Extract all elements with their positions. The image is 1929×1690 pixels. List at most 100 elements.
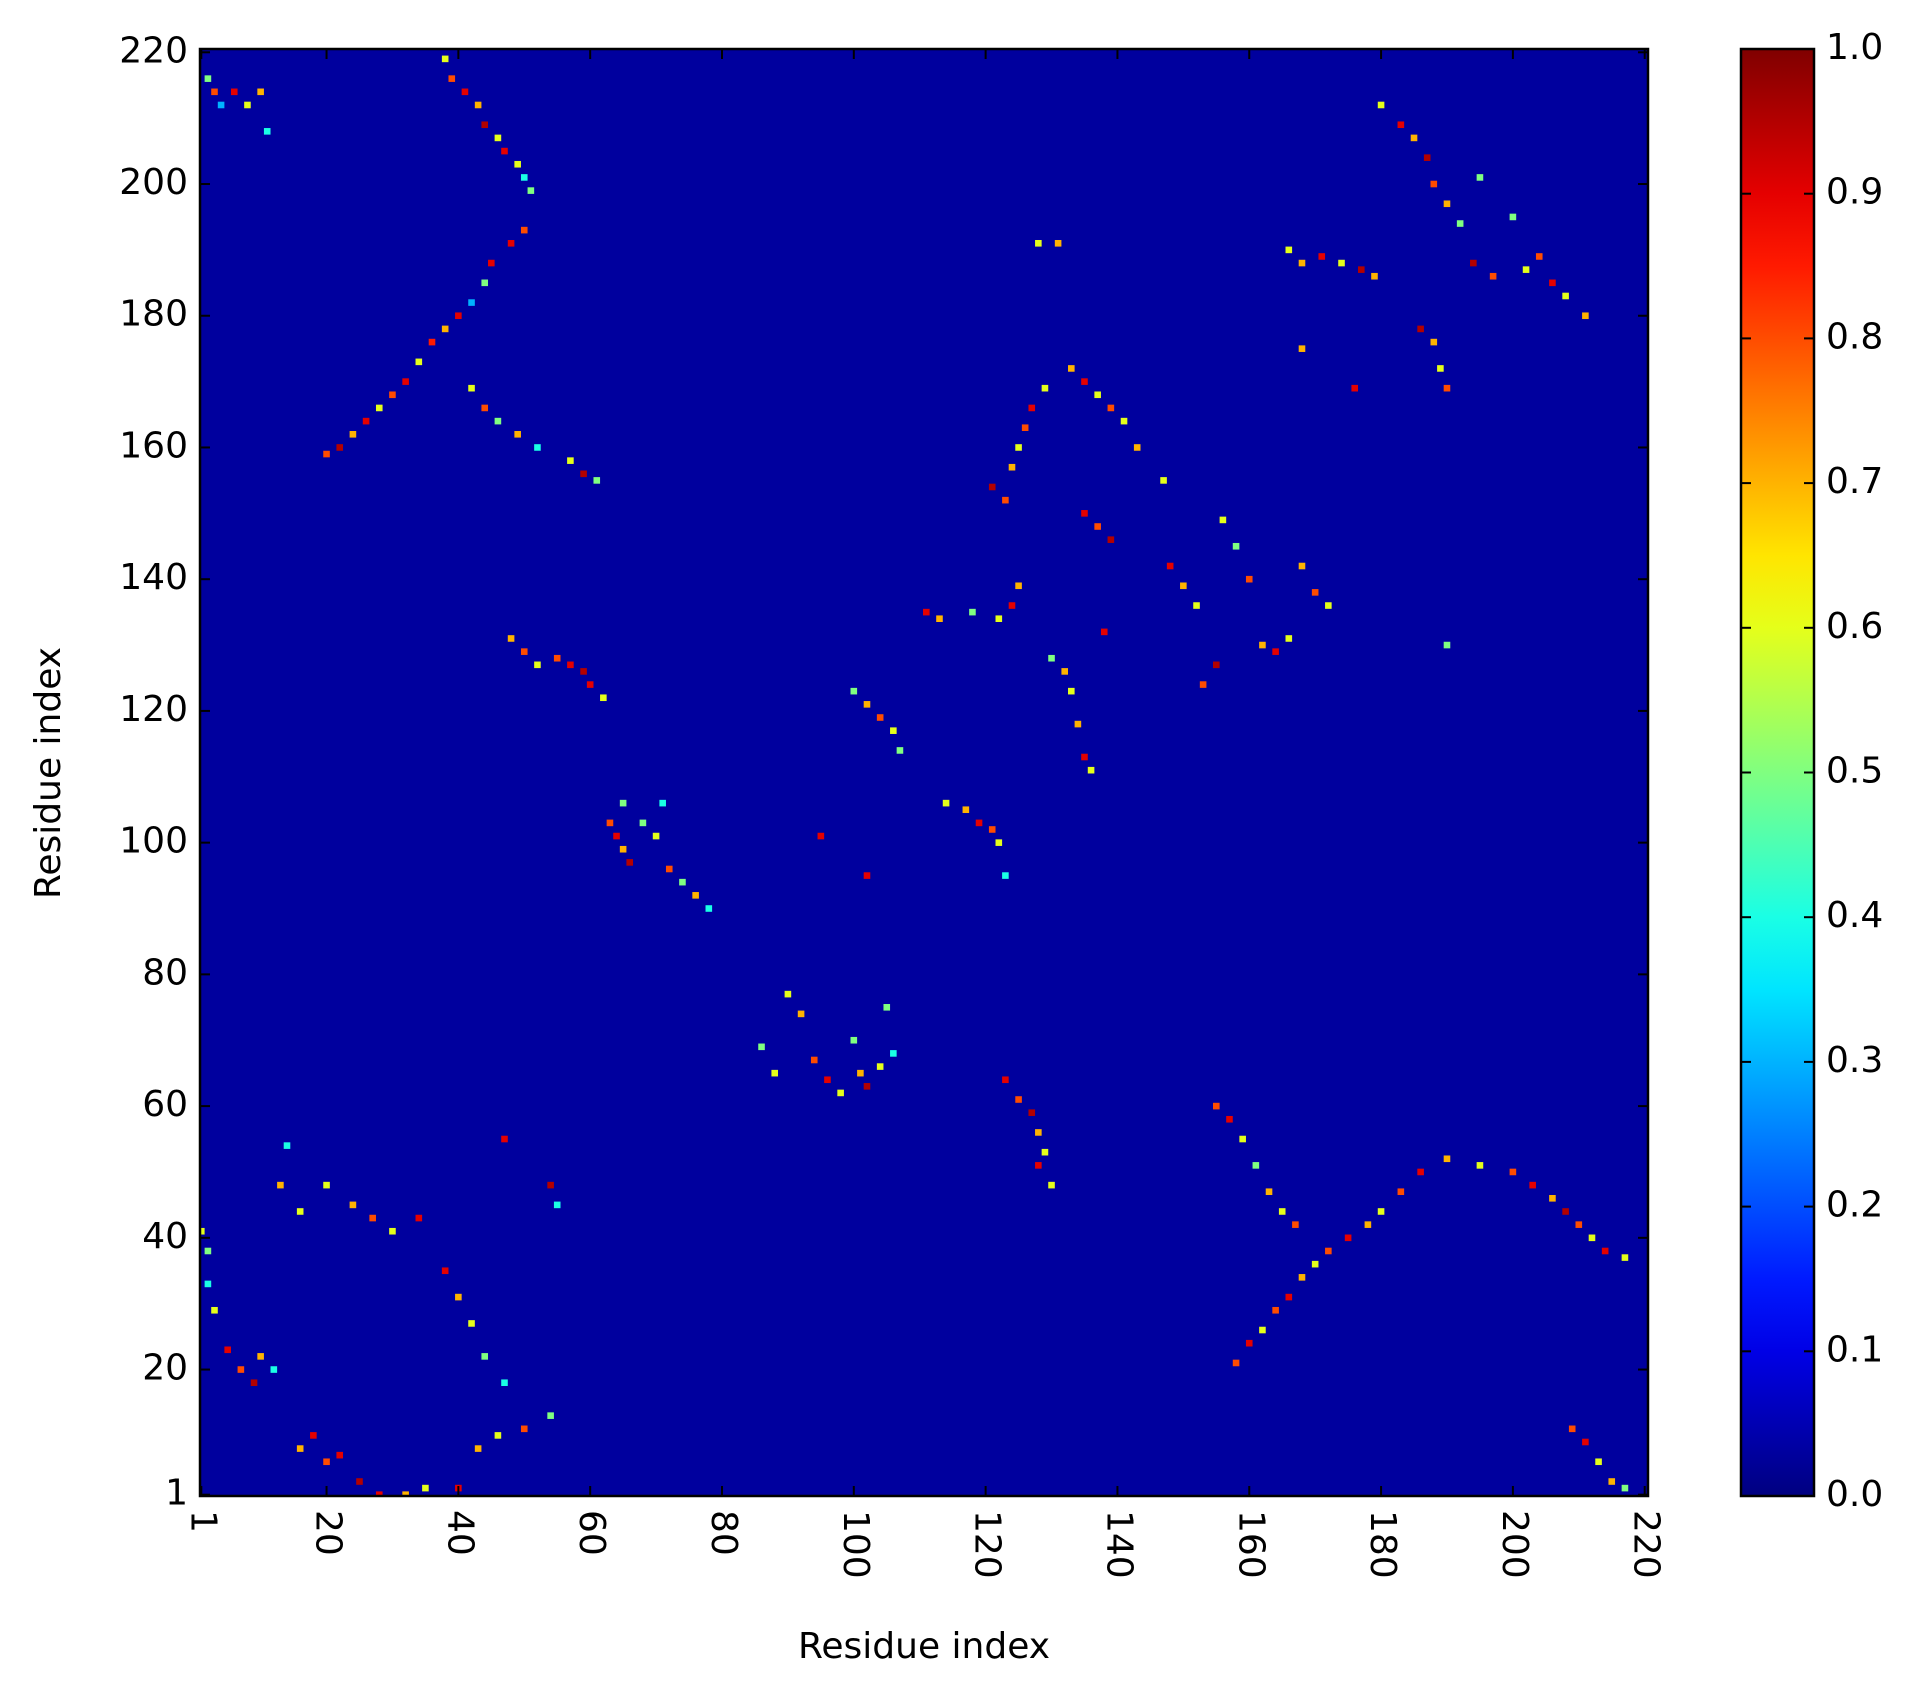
background-cells (200, 49, 1648, 1496)
cell (1298, 345, 1306, 352)
cell (890, 1050, 897, 1057)
cell (1410, 134, 1418, 142)
cell (1213, 1102, 1220, 1110)
cell (1621, 1484, 1629, 1492)
cell (461, 88, 469, 96)
cell (1120, 417, 1128, 425)
cell (1535, 253, 1543, 260)
cell (1245, 1339, 1253, 1347)
cell (494, 1432, 502, 1439)
cell (580, 470, 587, 478)
cell (1087, 766, 1095, 774)
cell (1094, 523, 1101, 530)
cell (481, 121, 489, 129)
cell (1035, 1129, 1042, 1136)
x-tick-label: 60 (571, 1510, 612, 1556)
cell (1015, 1096, 1022, 1103)
cell (1417, 1168, 1424, 1176)
cell (1028, 404, 1036, 412)
cell (217, 101, 225, 109)
cell (362, 417, 370, 425)
cell (1443, 1155, 1451, 1163)
y-tick-label: 120 (119, 689, 188, 730)
x-tick-label: 140 (1098, 1510, 1139, 1579)
cell (1081, 510, 1088, 517)
x-tick-label: 220 (1626, 1510, 1667, 1579)
cell (553, 654, 561, 662)
cell (1041, 384, 1049, 392)
cell (665, 865, 673, 873)
cell (1213, 661, 1220, 669)
cell (679, 878, 686, 886)
cell (1430, 180, 1438, 188)
cell (1068, 365, 1075, 372)
cell (224, 1346, 231, 1354)
cell (1588, 1234, 1596, 1242)
cell (797, 1010, 805, 1018)
cell (1456, 220, 1464, 227)
cell (283, 1142, 291, 1149)
cell (1311, 589, 1319, 596)
cell (639, 819, 647, 827)
colorbar (1739, 47, 1816, 1498)
cell (1259, 641, 1266, 649)
cell (296, 1208, 304, 1215)
cell (969, 608, 976, 616)
cell (1232, 1359, 1240, 1367)
cell (1595, 1458, 1602, 1466)
cell (263, 128, 271, 135)
cell (876, 1063, 884, 1070)
cell (494, 134, 502, 142)
cell (771, 1069, 779, 1077)
x-tick-label: 80 (703, 1510, 744, 1556)
colorbar-tick-label: 0.3 (1826, 1040, 1883, 1081)
cell (1081, 378, 1088, 385)
cell (534, 661, 541, 669)
cell (1562, 292, 1569, 300)
cell (1239, 1135, 1246, 1143)
cell (1133, 444, 1141, 451)
cell (375, 1491, 383, 1496)
cell (520, 226, 528, 234)
cell (1252, 1162, 1260, 1169)
cell (824, 1076, 831, 1084)
cell (211, 88, 218, 96)
cell (1325, 602, 1332, 609)
cell (758, 1043, 765, 1051)
x-tick-label: 200 (1494, 1510, 1535, 1579)
plot-frame (198, 47, 1650, 1498)
cell (204, 1247, 212, 1255)
cell (988, 483, 996, 491)
cell (448, 75, 456, 82)
cell (336, 444, 344, 451)
cell (1443, 384, 1451, 392)
cell (1068, 687, 1075, 695)
cell (1054, 240, 1062, 247)
cell (474, 101, 482, 109)
cell (1562, 1208, 1569, 1215)
cell (988, 826, 996, 833)
cell (1272, 648, 1279, 655)
cell (200, 1227, 205, 1235)
cell (692, 892, 699, 899)
cell (1298, 562, 1306, 570)
cell (705, 905, 713, 912)
cell (1509, 213, 1517, 221)
x-tick-label: 180 (1362, 1510, 1403, 1579)
cell (995, 839, 1003, 846)
cell (1028, 1109, 1036, 1116)
cell (244, 101, 251, 109)
y-tick-label: 180 (119, 294, 188, 335)
cell (481, 1353, 489, 1360)
colorbar-tick-label: 0.5 (1826, 751, 1883, 792)
cell (1397, 121, 1405, 129)
cell (520, 1425, 528, 1433)
cell (1377, 1208, 1385, 1215)
cell (1272, 1306, 1279, 1314)
cell (1364, 1221, 1372, 1228)
cell (1002, 496, 1009, 504)
cell (1549, 279, 1556, 287)
cell (481, 404, 489, 412)
cell (1621, 1254, 1629, 1261)
cell (1180, 582, 1187, 590)
